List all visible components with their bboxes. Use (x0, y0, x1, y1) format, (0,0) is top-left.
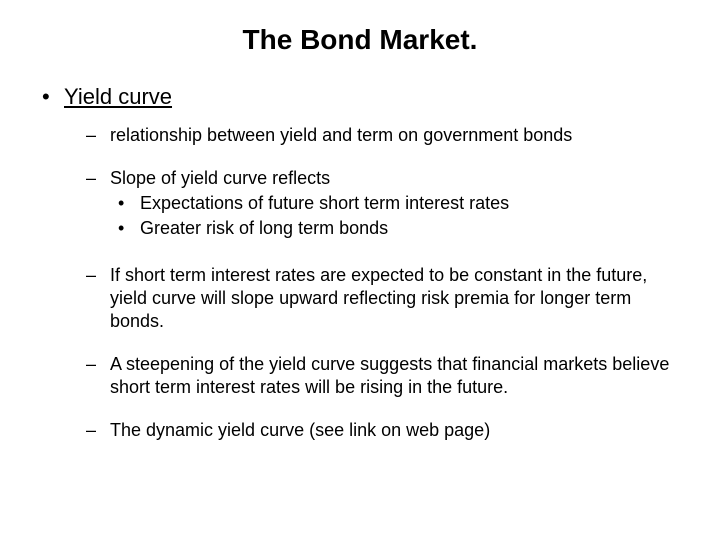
bullet-list-level2: relationship between yield and term on g… (64, 124, 680, 442)
l2-item-relationship: relationship between yield and term on g… (110, 124, 680, 147)
l1-label: Yield curve (64, 84, 172, 109)
l3-item-expectations: Expectations of future short term intere… (140, 192, 680, 215)
slide-title: The Bond Market. (40, 24, 680, 56)
l2-text: A steepening of the yield curve suggests… (110, 354, 669, 397)
bullet-list-level1: Yield curve relationship between yield a… (40, 84, 680, 442)
l3-text: Greater risk of long term bonds (140, 218, 388, 238)
l3-item-risk: Greater risk of long term bonds (140, 217, 680, 240)
l2-text: The dynamic yield curve (see link on web… (110, 420, 490, 440)
l2-text: If short term interest rates are expecte… (110, 265, 647, 331)
slide: The Bond Market. Yield curve relationshi… (0, 0, 720, 540)
l3-text: Expectations of future short term intere… (140, 193, 509, 213)
l2-item-constant-rates: If short term interest rates are expecte… (110, 264, 680, 333)
l2-text: relationship between yield and term on g… (110, 125, 572, 145)
l2-item-steepening: A steepening of the yield curve suggests… (110, 353, 680, 399)
l2-item-slope: Slope of yield curve reflects Expectatio… (110, 167, 680, 240)
bullet-list-level3: Expectations of future short term intere… (110, 192, 680, 240)
l2-text: Slope of yield curve reflects (110, 168, 330, 188)
l2-item-dynamic: The dynamic yield curve (see link on web… (110, 419, 680, 442)
l1-item-yield-curve: Yield curve relationship between yield a… (64, 84, 680, 442)
